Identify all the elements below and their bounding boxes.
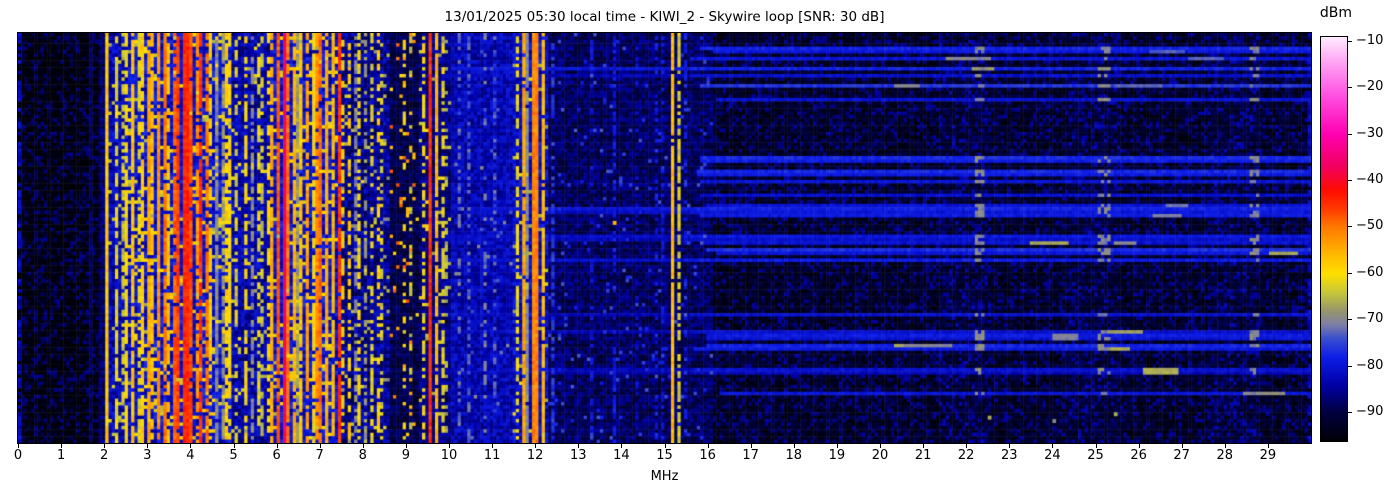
- colorbar-frame: [1320, 36, 1348, 442]
- waterfall-canvas: [18, 33, 1311, 443]
- colorbar-tick-label: −20: [1356, 79, 1384, 95]
- colorbar-tick-label: −70: [1356, 311, 1384, 327]
- x-tick-mark: [880, 444, 881, 448]
- colorbar-tick-mark: [1348, 412, 1352, 414]
- x-tick-label: 8: [358, 448, 367, 463]
- x-tick-label: 24: [1044, 448, 1061, 463]
- x-tick-label: 27: [1173, 448, 1190, 463]
- x-tick-mark: [276, 444, 278, 448]
- x-tick-mark: [966, 444, 968, 448]
- x-tick-mark: [1267, 444, 1269, 448]
- x-tick-label: 17: [742, 448, 759, 463]
- x-tick-label: 22: [957, 448, 975, 463]
- x-tick-label: 0: [13, 448, 23, 463]
- colorbar-tick-label: −50: [1356, 218, 1384, 234]
- x-tick-mark: [405, 444, 407, 448]
- x-tick-label: 23: [1001, 448, 1018, 463]
- x-tick-mark: [836, 444, 838, 448]
- x-tick-mark: [319, 444, 321, 448]
- x-tick-label: 3: [143, 448, 152, 463]
- x-tick-mark: [362, 444, 364, 448]
- colorbar-tick-label: −40: [1356, 171, 1384, 187]
- colorbar-tick-mark: [1348, 365, 1352, 367]
- colorbar-tick-mark: [1348, 319, 1352, 321]
- colorbar-tick-mark: [1348, 87, 1352, 89]
- colorbar-canvas: [1321, 37, 1347, 441]
- x-tick-label: 26: [1130, 448, 1147, 463]
- x-tick-mark: [707, 444, 709, 448]
- x-tick-label: 29: [1259, 448, 1277, 463]
- x-tick-label: 28: [1216, 448, 1234, 463]
- x-tick-mark: [1052, 444, 1054, 448]
- colorbar-tick-label: −80: [1356, 357, 1384, 373]
- x-tick-mark: [233, 444, 235, 448]
- x-tick-label: 4: [186, 448, 195, 463]
- colorbar-tick-mark: [1348, 272, 1352, 274]
- x-tick-mark: [147, 444, 149, 448]
- x-tick-label: 16: [699, 448, 716, 463]
- x-tick-label: 9: [401, 448, 411, 463]
- colorbar-tick-label: −30: [1356, 125, 1384, 141]
- x-tick-label: 25: [1087, 448, 1104, 463]
- x-tick-label: 13: [570, 448, 587, 463]
- x-tick-label: 10: [440, 448, 458, 463]
- x-tick-label: 6: [272, 448, 281, 463]
- x-tick-label: 12: [526, 448, 544, 463]
- colorbar-tick-mark: [1348, 179, 1352, 181]
- x-tick-label: 1: [56, 448, 66, 463]
- colorbar-unit-label: dBm: [1319, 5, 1353, 21]
- x-tick-mark: [104, 444, 106, 448]
- x-tick-mark: [190, 444, 192, 448]
- colorbar-tick-mark: [1348, 40, 1352, 42]
- x-tick-label: 14: [613, 448, 630, 463]
- x-tick-label: 5: [229, 448, 238, 463]
- colorbar-tick-mark: [1348, 133, 1352, 135]
- x-tick-label: 15: [656, 448, 673, 463]
- x-tick-label: 21: [914, 448, 932, 463]
- x-tick-mark: [793, 444, 795, 448]
- x-tick-mark: [1009, 444, 1011, 448]
- x-tick-mark: [492, 444, 494, 448]
- x-tick-mark: [923, 444, 925, 448]
- x-tick-mark: [1138, 444, 1140, 448]
- x-tick-label: 11: [483, 448, 501, 463]
- colorbar-tick-label: −60: [1356, 264, 1384, 280]
- x-tick-mark: [578, 444, 580, 448]
- plot-title: 13/01/2025 05:30 local time - KIWI_2 - S…: [444, 9, 885, 25]
- colorbar-tick-mark: [1348, 226, 1352, 228]
- x-tick-mark: [1181, 444, 1183, 448]
- colorbar-tick-label: −10: [1356, 32, 1384, 48]
- x-tick-label: 18: [785, 448, 803, 463]
- x-tick-mark: [18, 444, 19, 448]
- x-tick-label: 19: [828, 448, 846, 463]
- x-tick-mark: [750, 444, 752, 448]
- x-tick-mark: [621, 444, 623, 448]
- x-tick-mark: [1224, 444, 1226, 448]
- x-tick-mark: [535, 444, 537, 448]
- x-tick-mark: [664, 444, 666, 448]
- x-tick-mark: [1095, 444, 1097, 448]
- x-tick-mark: [449, 444, 450, 448]
- x-tick-label: 20: [871, 448, 889, 463]
- x-axis-label: MHz: [650, 469, 679, 484]
- x-tick-label: 7: [315, 448, 324, 463]
- waterfall-frame: [17, 32, 1312, 444]
- colorbar-tick-label: −90: [1356, 404, 1384, 420]
- x-tick-mark: [61, 444, 63, 448]
- x-tick-label: 2: [100, 448, 109, 463]
